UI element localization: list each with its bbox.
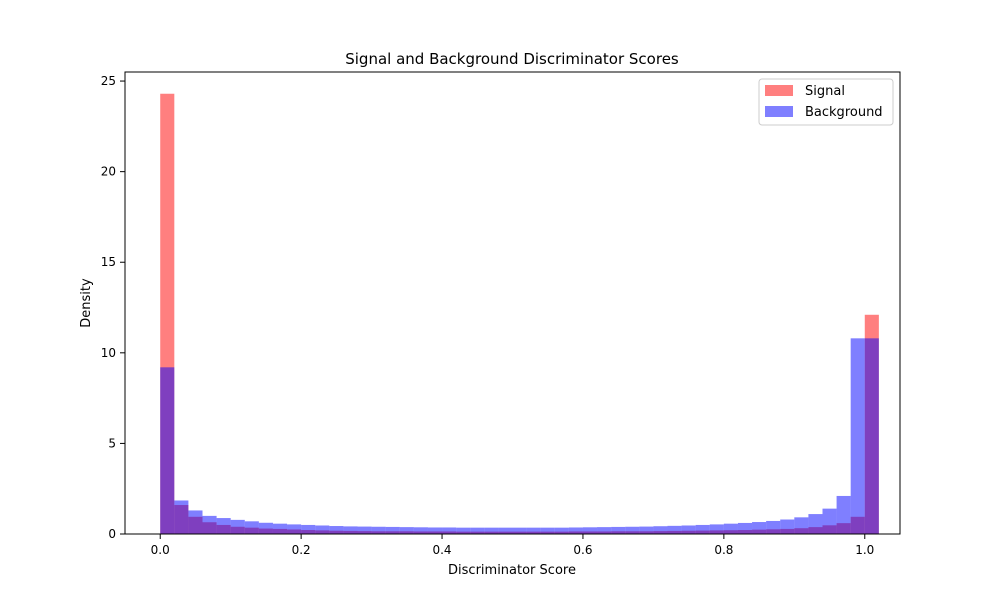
y-tick-label: 5 — [108, 436, 116, 450]
background-bar — [512, 527, 527, 534]
x-tick-label: 1.0 — [855, 543, 874, 557]
background-bar — [329, 526, 344, 534]
legend-label-signal: Signal — [805, 84, 845, 99]
x-tick-label: 0.0 — [151, 543, 170, 557]
background-bar — [681, 525, 696, 534]
background-bar — [385, 526, 400, 534]
background-bar — [653, 526, 668, 534]
background-bar — [639, 526, 654, 534]
background-bar — [850, 338, 865, 534]
x-tick-label: 0.6 — [573, 543, 592, 557]
x-axis-label: Discriminator Score — [448, 563, 576, 578]
background-bar — [258, 522, 273, 534]
background-bar — [766, 520, 781, 534]
plot-frame — [124, 71, 901, 535]
y-axis-label: Density — [79, 278, 94, 328]
background-bar — [202, 515, 217, 534]
background-bar — [188, 510, 203, 534]
background-bar — [611, 526, 626, 534]
background-bar — [498, 527, 513, 534]
background-bar — [568, 527, 583, 534]
x-tick-label: 0.2 — [292, 543, 311, 557]
background-bar — [794, 517, 809, 534]
background-bar — [343, 526, 358, 534]
y-tick-label: 15 — [101, 255, 116, 269]
background-bar — [597, 527, 612, 534]
background-bar — [413, 527, 428, 534]
background-bar — [272, 523, 288, 534]
background-bar — [625, 526, 640, 534]
y-tick-label: 25 — [101, 74, 116, 88]
background-bar — [554, 527, 569, 534]
background-bar — [695, 524, 710, 534]
x-tick-label: 0.4 — [432, 543, 451, 557]
background-bar — [836, 495, 851, 534]
background-bar — [470, 527, 485, 534]
x-tick-label: 0.8 — [714, 543, 733, 557]
bars-layer — [160, 93, 879, 534]
background-bar — [484, 527, 499, 534]
background-bar — [301, 524, 316, 534]
background-bar — [864, 338, 879, 534]
background-bar — [427, 527, 443, 534]
legend-swatch-background — [765, 106, 793, 117]
legend: Signal Background — [758, 78, 894, 126]
x-axis-ticks: 0.0 0.2 0.4 0.6 0.8 1.0 — [151, 534, 874, 557]
background-bar — [287, 524, 302, 534]
background-bar — [230, 519, 245, 534]
background-bar — [399, 527, 414, 534]
background-bar — [174, 500, 189, 534]
background-bar — [244, 521, 259, 534]
background-bar — [442, 527, 457, 534]
y-tick-label: 0 — [108, 527, 116, 541]
background-bar — [709, 524, 724, 534]
y-axis-ticks: 0 5 10 15 20 25 — [101, 74, 125, 541]
background-bar — [780, 519, 795, 534]
background-bar — [808, 514, 823, 534]
background-bar — [160, 367, 175, 534]
background-bar — [357, 526, 372, 534]
y-tick-label: 20 — [101, 165, 116, 179]
chart-title: Signal and Background Discriminator Scor… — [345, 50, 679, 68]
background-bar — [737, 522, 753, 534]
background-bar — [216, 518, 231, 534]
background-bar — [456, 527, 471, 534]
background-bar — [582, 527, 598, 534]
background-bar — [723, 523, 738, 534]
background-bar — [822, 508, 837, 534]
background-bar — [540, 527, 555, 534]
legend-label-background: Background — [805, 105, 883, 120]
background-bar — [315, 525, 330, 534]
background-bar — [371, 526, 386, 534]
background-bar — [667, 525, 682, 534]
legend-swatch-signal — [765, 85, 793, 96]
background-bar — [526, 527, 541, 534]
background-bar — [752, 522, 767, 534]
y-tick-label: 10 — [101, 346, 116, 360]
